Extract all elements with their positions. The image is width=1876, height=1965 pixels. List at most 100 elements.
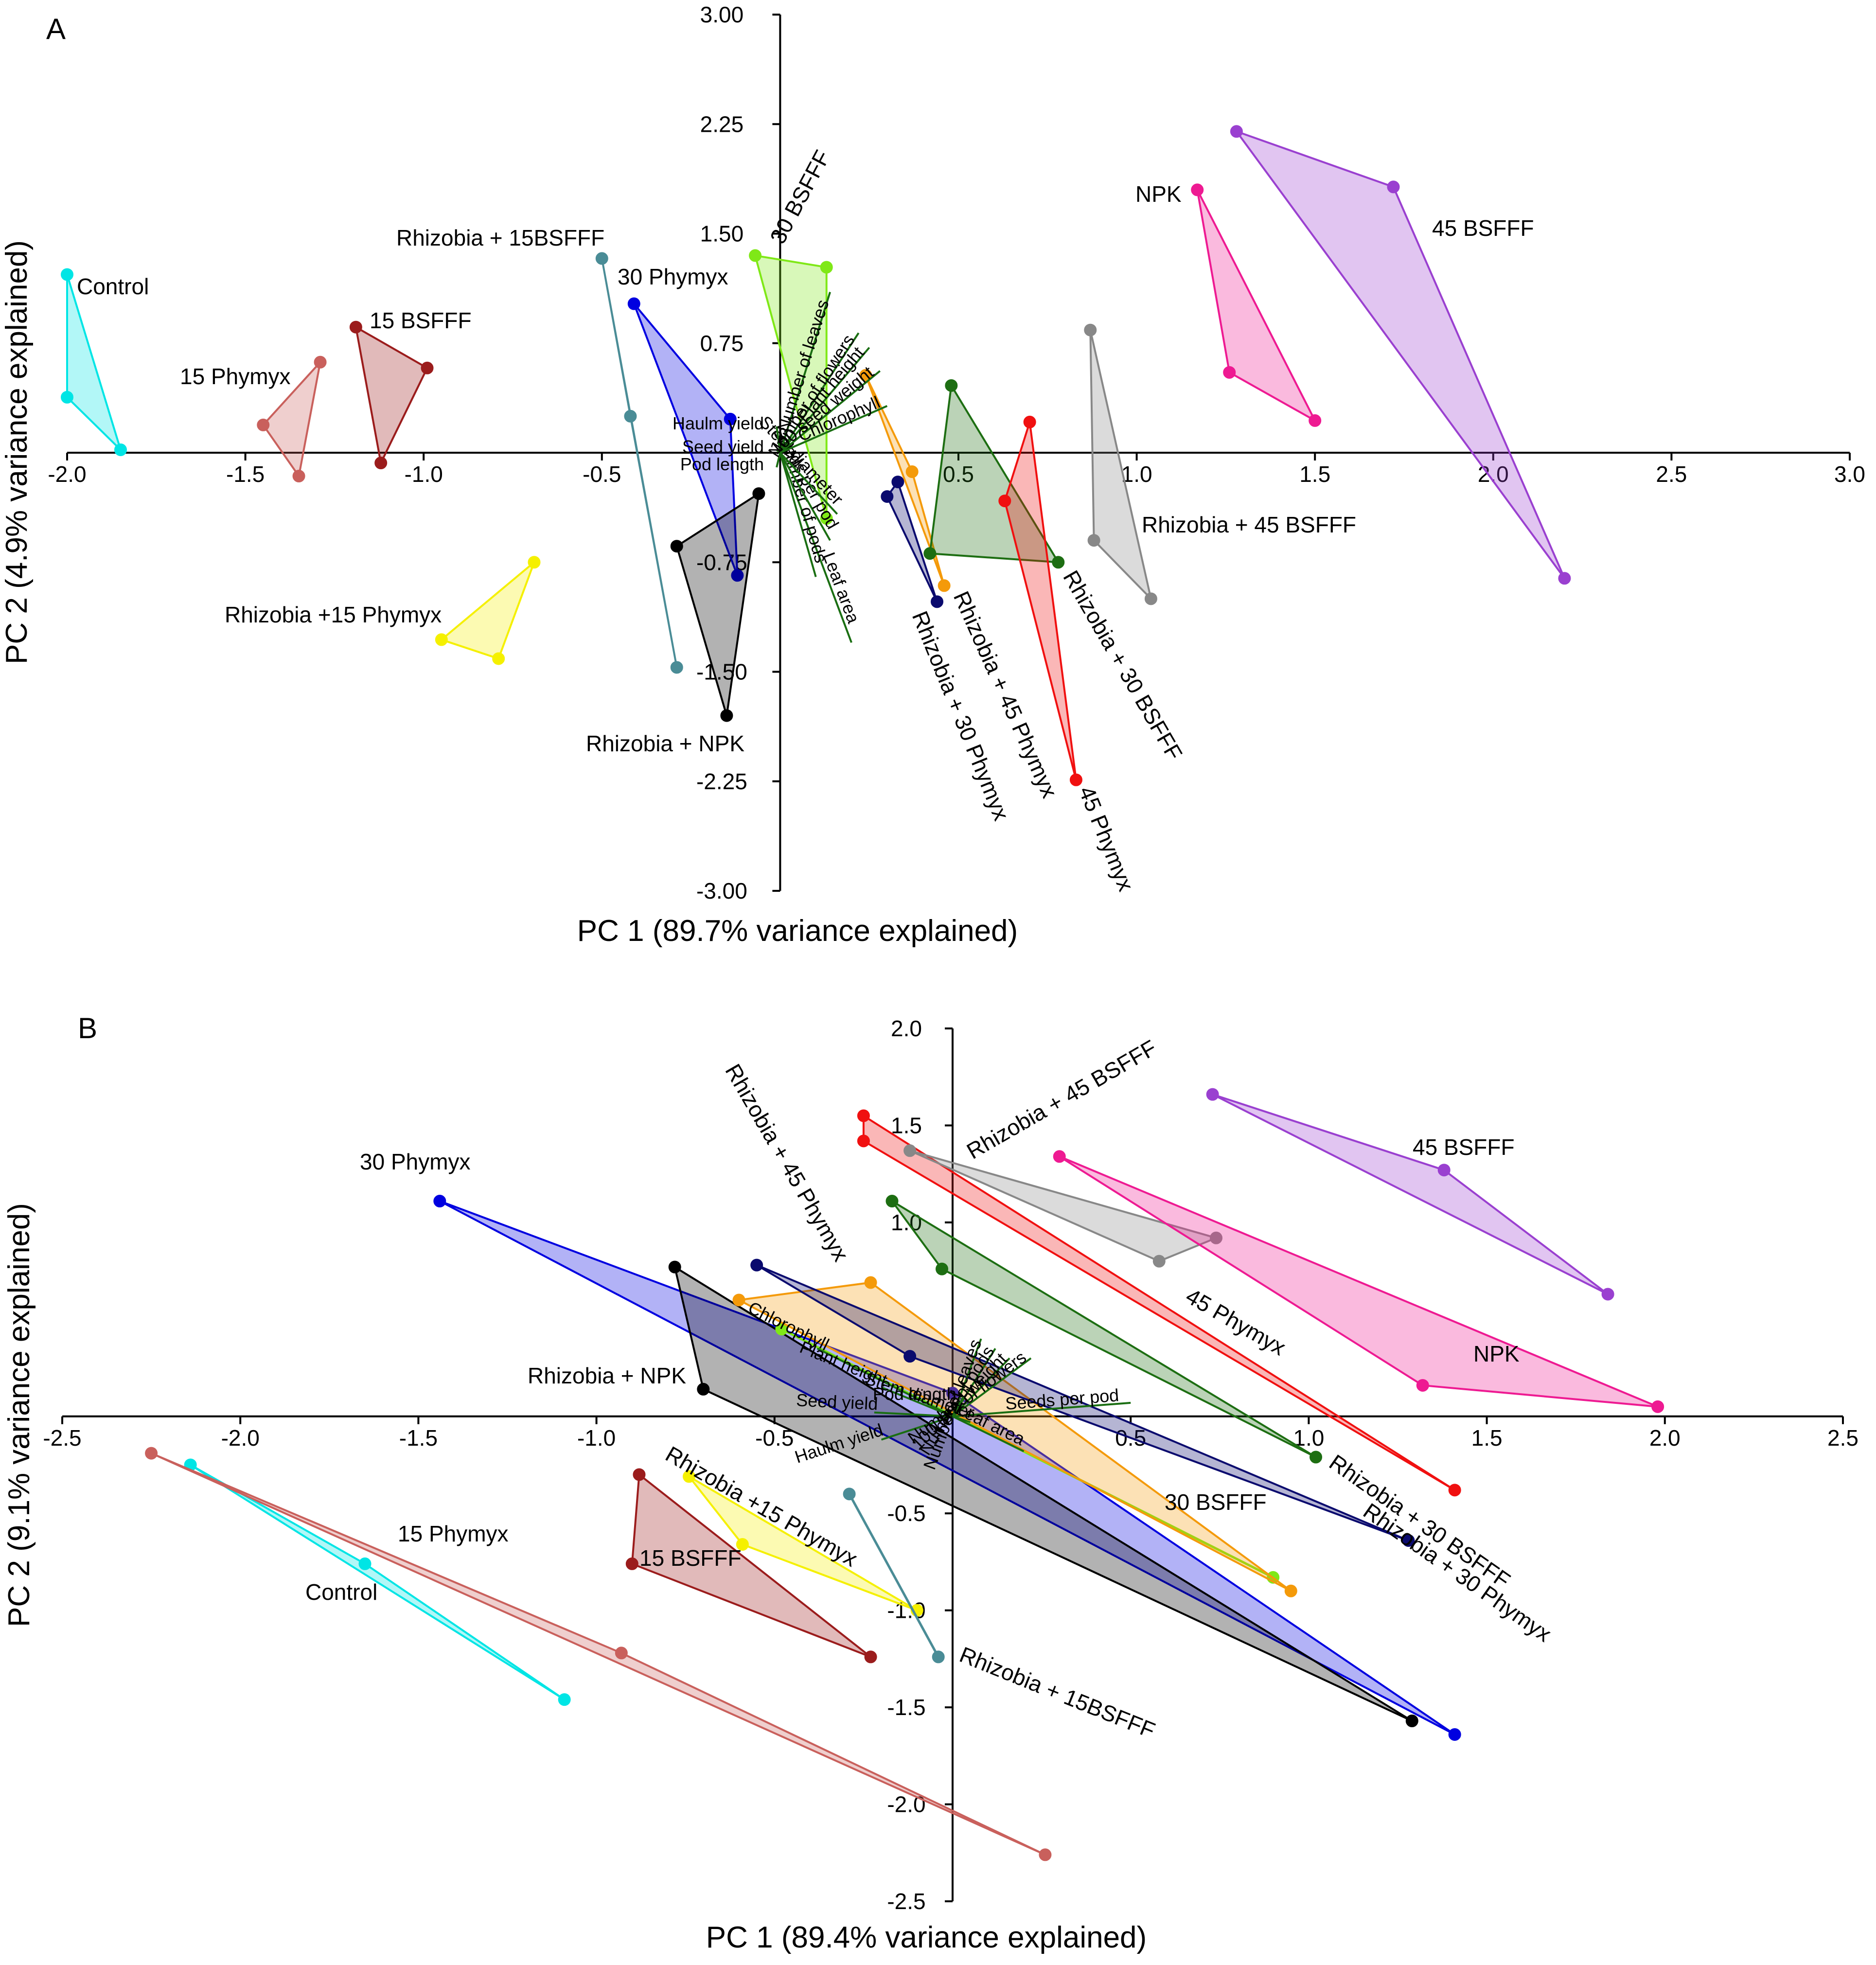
- loading-label: Seed yield: [796, 1390, 878, 1414]
- data-point: [257, 418, 270, 431]
- pca-biplot-b: -2.5 -2.0 -1.5 -1.0 -0.5 0.5 1.0 1.5 2.0 2.52.01.…: [2, 1016, 1858, 1954]
- loading-label: Pod length: [873, 1384, 956, 1404]
- loading-vector-plant-height: [881, 1386, 953, 1417]
- data-point: [624, 409, 637, 423]
- group-hull: [865, 374, 945, 586]
- loading-vector-leaf-area: [779, 452, 852, 643]
- x-tick-label: 3.0: [1834, 461, 1865, 487]
- group-hull: [262, 359, 322, 479]
- data-point: [1069, 773, 1082, 786]
- group-rhizobia-30-phymyx: [881, 476, 944, 608]
- group-label-15-bsfff: 15 BSFFF: [639, 1545, 742, 1571]
- group-label-30-bsfff: 30 BSFFF: [1165, 1489, 1267, 1515]
- group-label-45-phymyx: 45 Phymyx: [1074, 782, 1139, 894]
- data-point: [881, 490, 894, 503]
- group-control: [184, 1458, 571, 1706]
- group-rhizobia-45-bsfff: [1084, 323, 1157, 605]
- data-point: [1651, 1400, 1664, 1413]
- loading-vector-haulm-yield: [881, 1415, 953, 1441]
- data-point: [1053, 1150, 1066, 1163]
- x-tick-label: 0.5: [943, 461, 974, 487]
- data-point: [891, 476, 904, 489]
- group-rhizobia-npk: [670, 487, 765, 722]
- loading-label: Pod length: [680, 454, 764, 474]
- data-point: [1144, 592, 1157, 605]
- loading-vector-number-of-flowers: [779, 332, 860, 454]
- group-hull: [1234, 129, 1566, 579]
- data-point: [421, 361, 434, 374]
- loading-label: Seed yield: [682, 437, 764, 457]
- x-tick-label: 2.5: [1656, 461, 1687, 487]
- data-point: [936, 1262, 949, 1275]
- data-point: [1405, 1715, 1418, 1728]
- y-tick-label: -3.00: [696, 878, 747, 903]
- group-rhizobia-30-bsfff: [923, 379, 1065, 569]
- group-hull: [633, 303, 739, 576]
- group-hull: [673, 1265, 1413, 1722]
- group-label-rhizobia-45-bsfff: Rhizobia + 45 BSFFF: [1142, 512, 1356, 537]
- group-hull: [190, 1464, 565, 1700]
- group-hull: [151, 1452, 1046, 1856]
- loading-vector-pod-length: [776, 452, 781, 468]
- data-point: [820, 261, 833, 274]
- group-rhizobia-45-phymyx: [732, 1276, 1297, 1597]
- loading-label: Haulm yield: [673, 413, 764, 433]
- group-45-phymyx: [857, 1109, 1461, 1497]
- data-point: [864, 1276, 877, 1289]
- x-tick-label: -1.5: [399, 1425, 438, 1451]
- group-rhizobia-npk: [668, 1260, 1418, 1728]
- data-point: [1448, 1728, 1461, 1741]
- data-point: [923, 547, 937, 560]
- loading-vector-100-seed-weight: [779, 370, 881, 454]
- data-point: [731, 569, 744, 582]
- x-axis-title: PC 1 (89.4% variance explained): [706, 1921, 1147, 1954]
- data-point: [1310, 1451, 1323, 1464]
- data-point: [670, 540, 683, 553]
- group-rhizobia-15bsfff: [843, 1487, 945, 1664]
- x-tick-label: -1.5: [226, 461, 265, 487]
- group-label-rhizobia-30-bsfff: Rhizobia + 30 BSFFF: [1325, 1450, 1515, 1593]
- data-point: [627, 297, 640, 310]
- group-30-phymyx: [627, 297, 744, 582]
- loading-vector-seeds-per-pod: [779, 452, 831, 541]
- data-point: [670, 661, 683, 674]
- data-point: [903, 1144, 917, 1157]
- y-tick-label: -2.0: [887, 1792, 925, 1817]
- group-hull: [756, 1264, 1409, 1541]
- y-tick-label: 2.0: [891, 1016, 922, 1041]
- group-label-30-phymyx: 30 Phymyx: [618, 264, 728, 289]
- data-point: [668, 1260, 681, 1274]
- data-point: [528, 556, 541, 569]
- data-point: [1309, 414, 1322, 427]
- x-tick-label: -1.0: [577, 1425, 616, 1451]
- group-label-rhizobia-15bsfff: Rhizobia + 15BSFFF: [396, 225, 604, 250]
- data-point: [1448, 1484, 1461, 1497]
- y-tick-label: 0.75: [700, 331, 744, 356]
- loading-vector-pod-length: [952, 1396, 964, 1417]
- panel-letter-a: A: [46, 13, 66, 45]
- group-hull: [66, 274, 122, 451]
- x-tick-label: -0.5: [583, 461, 621, 487]
- group-hull: [354, 325, 429, 466]
- data-point: [595, 252, 608, 265]
- data-point: [843, 1487, 856, 1501]
- group-45-bsfff: [1230, 125, 1571, 585]
- data-point: [1558, 572, 1571, 585]
- y-tick-label: -0.5: [887, 1501, 925, 1526]
- data-point: [857, 1134, 870, 1148]
- data-point: [358, 1557, 372, 1570]
- x-tick-label: 2.0: [1649, 1425, 1681, 1451]
- group-npk: [1191, 183, 1322, 427]
- data-point: [732, 1293, 745, 1307]
- data-point: [1039, 1848, 1052, 1861]
- group-label-15-bsfff: 15 BSFFF: [370, 308, 472, 333]
- data-point: [145, 1447, 158, 1460]
- loading-vector-number-of-leaves: [779, 292, 831, 453]
- x-tick-label: -2.5: [43, 1425, 81, 1451]
- data-point: [697, 1382, 710, 1396]
- group-45-bsfff: [1206, 1088, 1614, 1301]
- group-15-bsfff: [625, 1468, 877, 1664]
- group-15-bsfff: [349, 320, 434, 470]
- group-hull: [1004, 422, 1077, 780]
- group-hull: [848, 1493, 939, 1658]
